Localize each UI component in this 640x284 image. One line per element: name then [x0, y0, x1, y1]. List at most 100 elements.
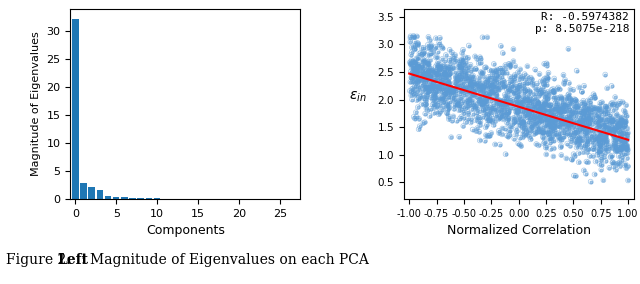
- Point: [438, 63, 449, 68]
- Point: [486, 77, 497, 81]
- Point: [595, 131, 605, 136]
- Point: [428, 69, 438, 73]
- Point: [529, 112, 539, 116]
- Point: [405, 60, 415, 64]
- Point: [412, 70, 422, 74]
- Point: [440, 64, 450, 69]
- Point: [573, 120, 583, 124]
- Point: [420, 97, 431, 101]
- Point: [582, 107, 592, 111]
- Point: [486, 99, 496, 103]
- Point: [422, 84, 432, 89]
- Point: [571, 174, 581, 178]
- Point: [566, 109, 576, 113]
- Point: [556, 110, 566, 114]
- Point: [561, 116, 571, 120]
- Point: [617, 155, 627, 159]
- Point: [414, 68, 424, 72]
- Point: [452, 118, 462, 123]
- Point: [585, 102, 595, 106]
- Point: [575, 114, 585, 119]
- Point: [470, 54, 480, 59]
- Point: [504, 85, 514, 89]
- Point: [541, 92, 551, 97]
- Point: [592, 106, 602, 111]
- Point: [472, 81, 483, 85]
- Point: [419, 73, 429, 78]
- Point: [497, 111, 507, 116]
- Point: [463, 112, 473, 116]
- Point: [620, 131, 630, 135]
- Point: [490, 142, 500, 147]
- Point: [496, 114, 506, 119]
- Point: [529, 115, 540, 120]
- Point: [508, 122, 518, 126]
- Point: [550, 116, 561, 120]
- Point: [556, 120, 566, 124]
- Point: [602, 119, 612, 124]
- Point: [593, 113, 604, 118]
- Point: [522, 81, 532, 85]
- Point: [433, 60, 444, 64]
- Point: [606, 120, 616, 124]
- Point: [462, 100, 472, 105]
- Point: [459, 110, 469, 115]
- Point: [577, 89, 587, 94]
- Point: [599, 112, 609, 116]
- Point: [504, 109, 514, 114]
- Point: [611, 149, 621, 153]
- Point: [485, 89, 495, 93]
- Point: [509, 79, 520, 83]
- Point: [587, 122, 597, 126]
- Point: [588, 131, 598, 136]
- Point: [470, 118, 481, 123]
- Point: [532, 108, 542, 113]
- Point: [607, 118, 617, 123]
- Point: [513, 110, 523, 115]
- Point: [594, 124, 604, 129]
- Point: [586, 112, 596, 116]
- Point: [532, 118, 543, 123]
- Point: [607, 118, 617, 123]
- Point: [465, 82, 476, 87]
- Point: [490, 89, 500, 94]
- Point: [430, 85, 440, 90]
- Point: [494, 129, 504, 133]
- Point: [514, 93, 524, 98]
- Point: [521, 101, 531, 106]
- Point: [436, 65, 446, 70]
- Point: [520, 107, 531, 111]
- Point: [498, 78, 508, 83]
- Point: [621, 147, 631, 151]
- Point: [411, 78, 421, 82]
- Point: [599, 126, 609, 130]
- Point: [529, 104, 539, 108]
- Point: [541, 61, 552, 66]
- Point: [429, 79, 440, 83]
- Point: [505, 106, 515, 110]
- Point: [549, 126, 559, 130]
- Point: [575, 130, 586, 135]
- Point: [426, 47, 436, 51]
- Point: [587, 139, 597, 144]
- Point: [576, 113, 586, 117]
- Point: [477, 82, 488, 87]
- Point: [460, 93, 470, 97]
- Point: [545, 129, 556, 133]
- Point: [531, 102, 541, 106]
- Point: [423, 71, 433, 76]
- Point: [413, 62, 423, 67]
- Point: [602, 119, 612, 124]
- Point: [481, 104, 492, 108]
- Point: [579, 118, 589, 123]
- Point: [548, 120, 559, 124]
- Point: [492, 80, 502, 84]
- Point: [490, 112, 500, 117]
- Point: [492, 80, 502, 84]
- Point: [533, 88, 543, 92]
- Point: [518, 125, 528, 130]
- Point: [491, 69, 501, 74]
- Point: [500, 152, 511, 156]
- Point: [451, 73, 461, 78]
- Point: [583, 116, 593, 120]
